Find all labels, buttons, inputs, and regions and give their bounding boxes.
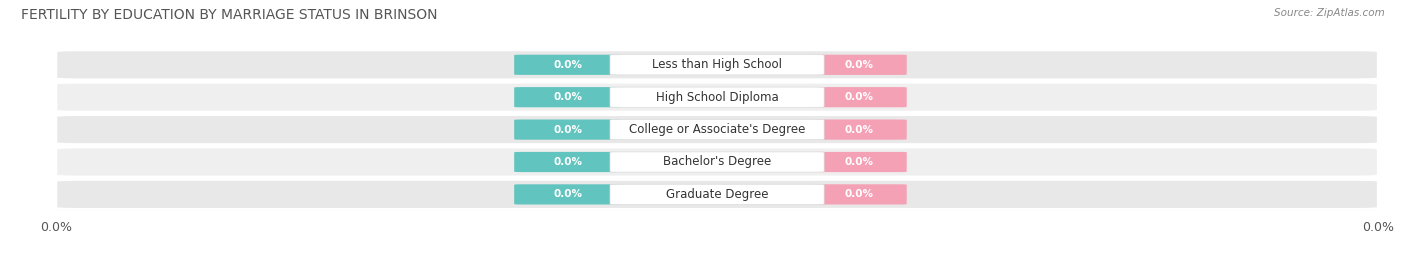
FancyBboxPatch shape xyxy=(811,120,907,140)
FancyBboxPatch shape xyxy=(56,83,1378,112)
Text: FERTILITY BY EDUCATION BY MARRIAGE STATUS IN BRINSON: FERTILITY BY EDUCATION BY MARRIAGE STATU… xyxy=(21,8,437,22)
FancyBboxPatch shape xyxy=(515,55,623,75)
Text: 0.0%: 0.0% xyxy=(845,60,873,70)
Text: College or Associate's Degree: College or Associate's Degree xyxy=(628,123,806,136)
FancyBboxPatch shape xyxy=(610,55,824,75)
FancyBboxPatch shape xyxy=(56,180,1378,209)
FancyBboxPatch shape xyxy=(610,152,824,172)
Text: 0.0%: 0.0% xyxy=(845,92,873,102)
FancyBboxPatch shape xyxy=(515,184,623,204)
Text: 0.0%: 0.0% xyxy=(554,189,583,200)
FancyBboxPatch shape xyxy=(515,120,623,140)
FancyBboxPatch shape xyxy=(610,87,824,107)
FancyBboxPatch shape xyxy=(811,152,907,172)
Text: 0.0%: 0.0% xyxy=(554,124,583,135)
Text: 0.0%: 0.0% xyxy=(554,60,583,70)
Text: High School Diploma: High School Diploma xyxy=(655,91,779,104)
FancyBboxPatch shape xyxy=(515,152,623,172)
FancyBboxPatch shape xyxy=(515,87,623,107)
Text: Less than High School: Less than High School xyxy=(652,58,782,71)
FancyBboxPatch shape xyxy=(56,147,1378,177)
Text: 0.0%: 0.0% xyxy=(845,124,873,135)
Text: 0.0%: 0.0% xyxy=(554,92,583,102)
FancyBboxPatch shape xyxy=(56,50,1378,79)
Text: 0.0%: 0.0% xyxy=(554,157,583,167)
Text: 0.0%: 0.0% xyxy=(845,189,873,200)
Text: 0.0%: 0.0% xyxy=(845,157,873,167)
FancyBboxPatch shape xyxy=(811,55,907,75)
FancyBboxPatch shape xyxy=(811,87,907,107)
Text: Source: ZipAtlas.com: Source: ZipAtlas.com xyxy=(1274,8,1385,18)
FancyBboxPatch shape xyxy=(56,115,1378,144)
FancyBboxPatch shape xyxy=(610,120,824,140)
Text: Graduate Degree: Graduate Degree xyxy=(666,188,768,201)
FancyBboxPatch shape xyxy=(811,184,907,204)
Text: Bachelor's Degree: Bachelor's Degree xyxy=(664,156,770,168)
FancyBboxPatch shape xyxy=(610,184,824,204)
